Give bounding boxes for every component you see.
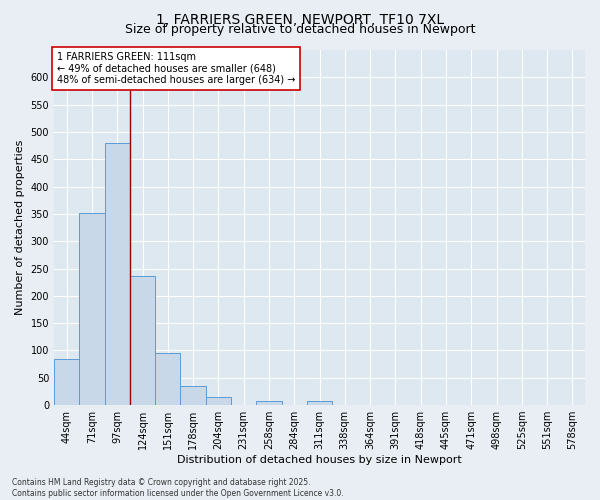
Bar [307,402,332,405]
Bar [130,276,155,405]
Bar [104,143,130,405]
Text: Contains HM Land Registry data © Crown copyright and database right 2025.
Contai: Contains HM Land Registry data © Crown c… [12,478,344,498]
Text: 1 FARRIERS GREEN: 111sqm
← 49% of detached houses are smaller (648)
48% of semi-: 1 FARRIERS GREEN: 111sqm ← 49% of detach… [56,52,295,85]
Bar [54,359,79,405]
Bar [206,397,231,405]
Bar [181,386,206,405]
X-axis label: Distribution of detached houses by size in Newport: Distribution of detached houses by size … [177,455,462,465]
Bar [155,352,181,405]
Bar [79,213,104,405]
Text: 1, FARRIERS GREEN, NEWPORT, TF10 7XL: 1, FARRIERS GREEN, NEWPORT, TF10 7XL [156,12,444,26]
Y-axis label: Number of detached properties: Number of detached properties [15,140,25,315]
Bar [256,402,281,405]
Text: Size of property relative to detached houses in Newport: Size of property relative to detached ho… [125,24,475,36]
